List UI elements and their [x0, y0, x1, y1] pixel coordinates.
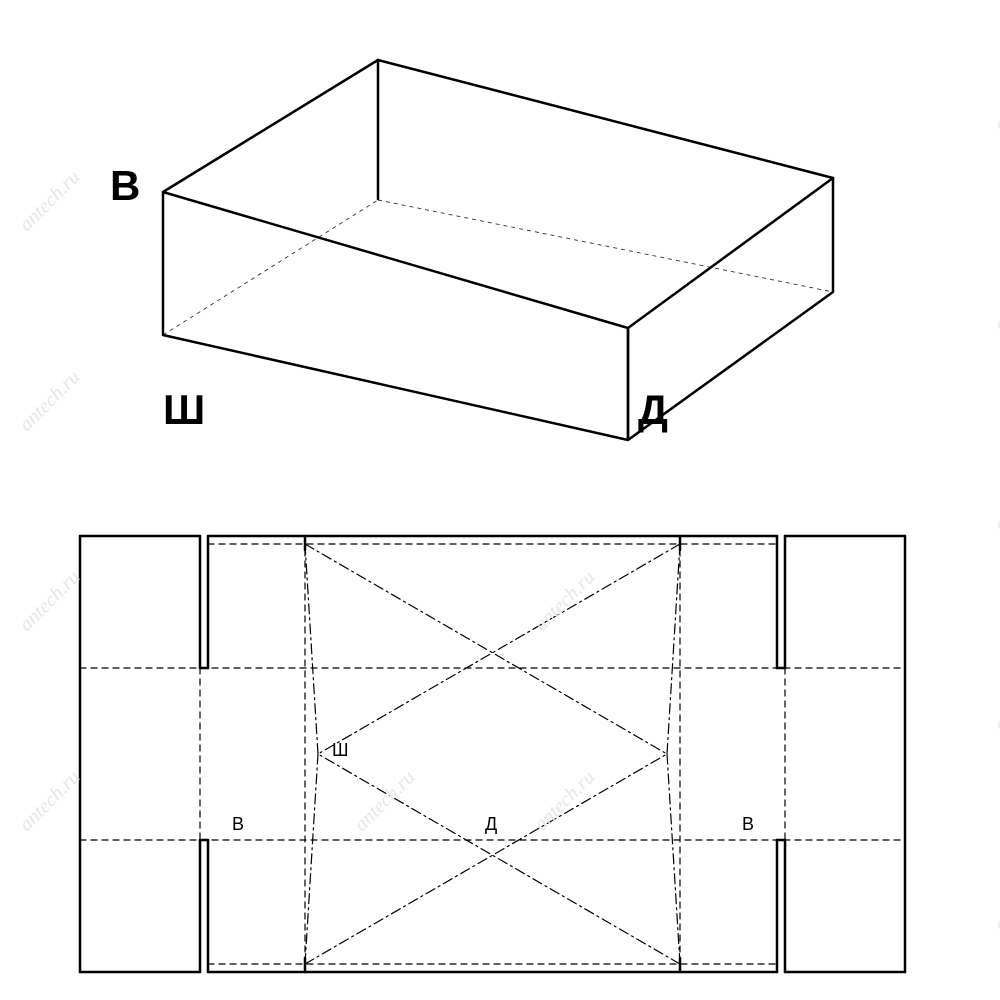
- svg-text:В: В: [742, 814, 754, 834]
- svg-text:В: В: [232, 814, 244, 834]
- svg-text:Ш: Ш: [163, 386, 205, 433]
- technical-drawing: В Ш Д Ш Д В В: [0, 0, 1000, 1000]
- svg-text:Д: Д: [638, 386, 668, 433]
- svg-text:В: В: [110, 162, 140, 209]
- svg-text:Ш: Ш: [332, 740, 349, 760]
- svg-text:Д: Д: [485, 814, 497, 834]
